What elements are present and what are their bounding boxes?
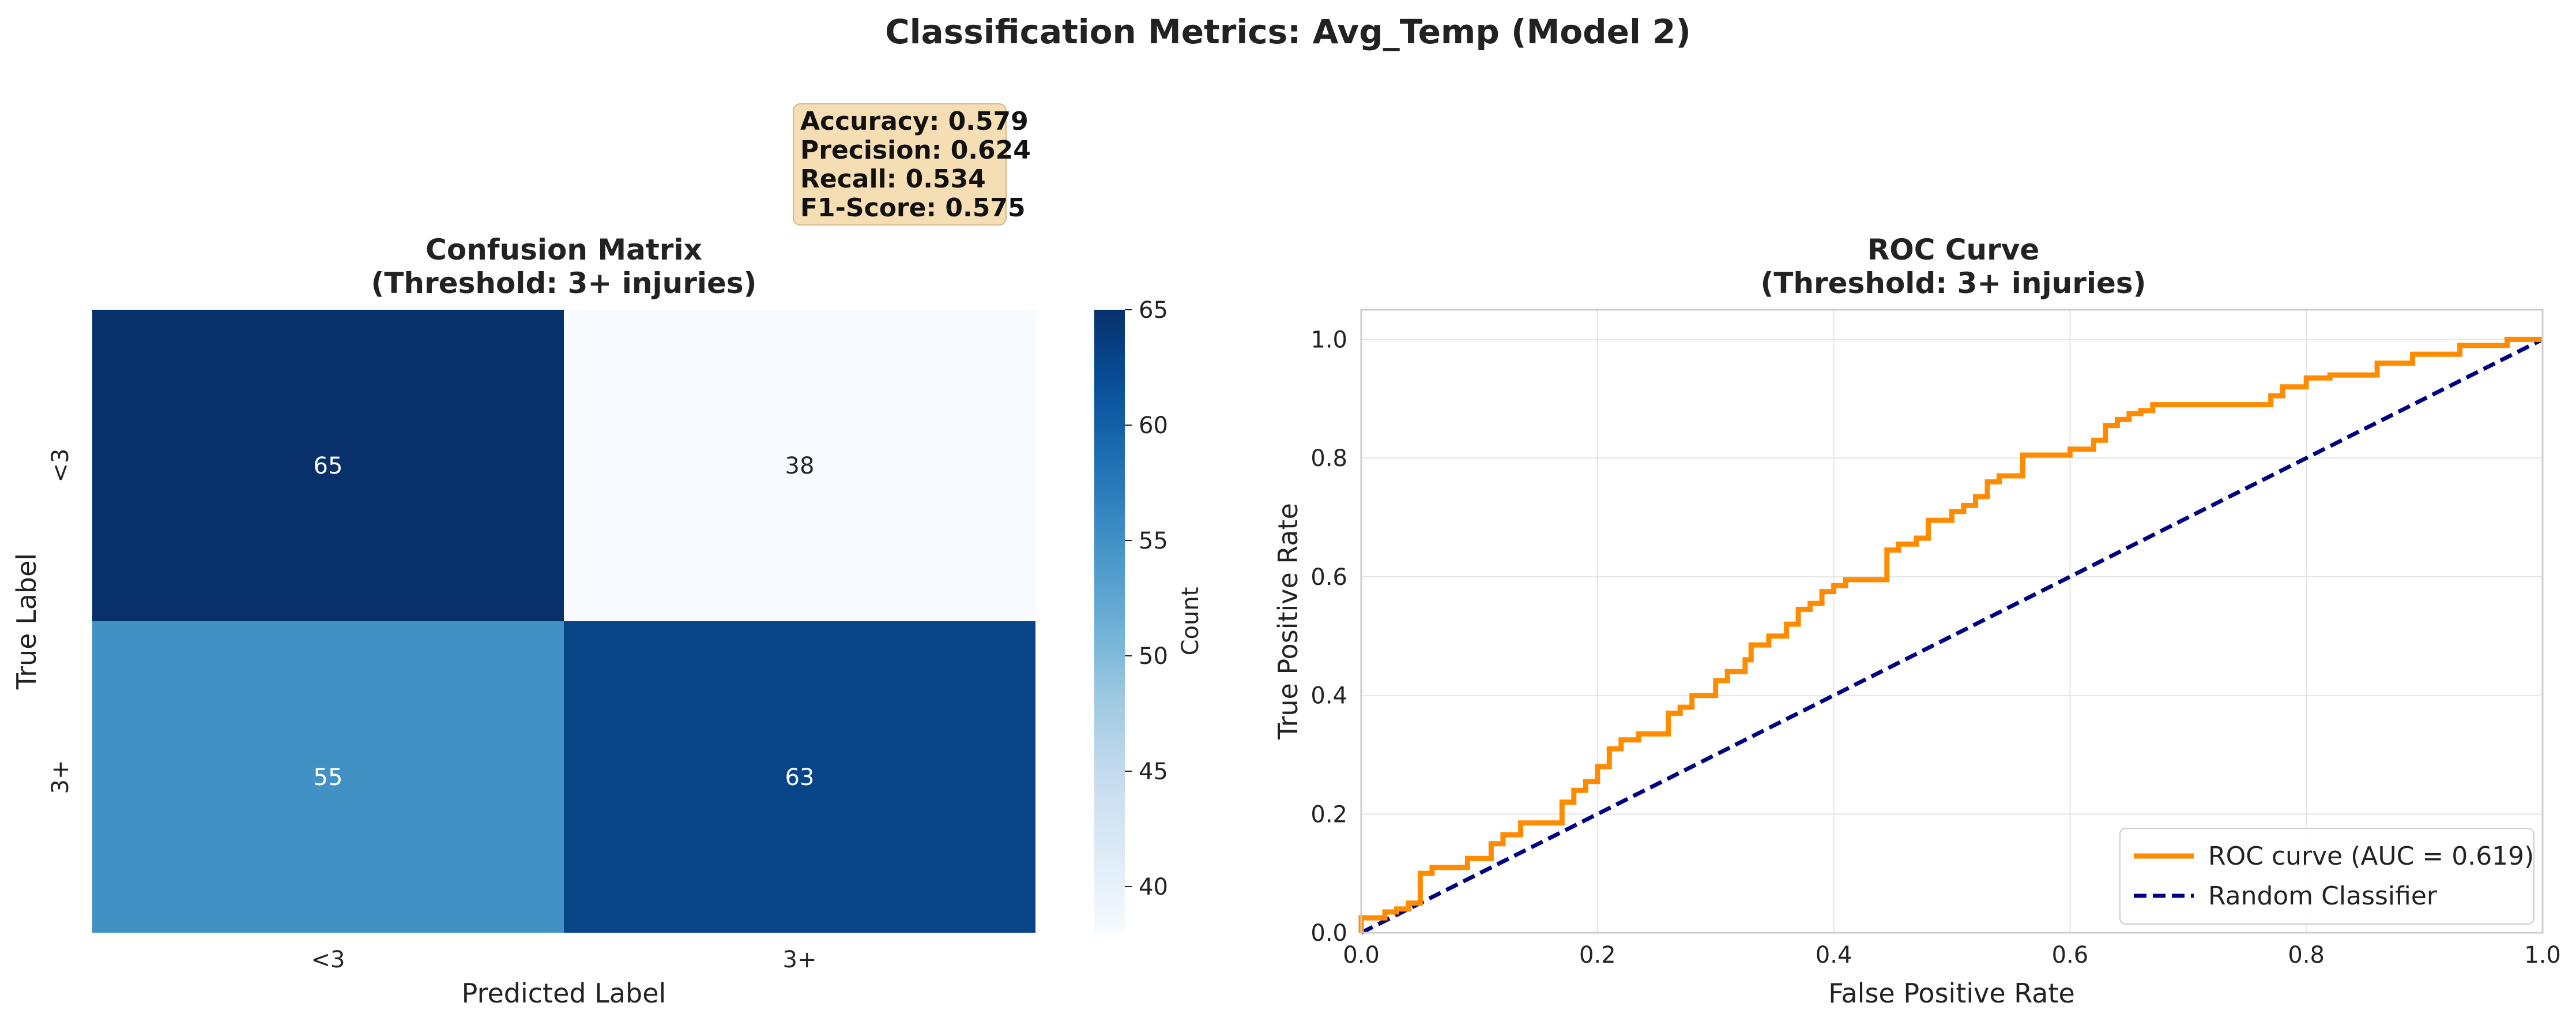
roc-title-line1: ROC Curve xyxy=(1867,233,2040,266)
heatmap-cell xyxy=(564,621,1035,933)
heatmap-cells xyxy=(92,310,1035,933)
heatmap-ylabel: True Label xyxy=(11,553,42,690)
metrics-box-background xyxy=(793,103,1007,226)
colorbar-tick-label: 40 xyxy=(1139,874,1168,900)
confusion-matrix-title-line1: Confusion Matrix xyxy=(425,233,702,266)
roc-xtick-label: 0.2 xyxy=(1579,942,1616,968)
heatmap-ytick-lt3: <3 xyxy=(47,449,74,483)
heatmap-ytick-3plus: 3+ xyxy=(47,760,74,794)
heatmap-cell-label: 63 xyxy=(785,764,815,791)
colorbar-tick-label: 60 xyxy=(1139,412,1168,439)
roc-ylabel: True Positive Rate xyxy=(1272,503,1304,740)
roc-ytick-label: 0.6 xyxy=(1310,564,1347,591)
heatmap-cell-label: 38 xyxy=(785,453,815,479)
heatmap-cell xyxy=(92,310,564,621)
heatmap-cell xyxy=(92,621,564,933)
colorbar-tick-label: 65 xyxy=(1139,297,1168,324)
roc-xtick-label: 0.6 xyxy=(2052,942,2089,968)
roc-curve-line xyxy=(1358,336,2543,933)
roc-legend-box xyxy=(2119,828,2534,925)
roc-ytick-label: 0.4 xyxy=(1310,683,1347,709)
legend-label-roc: ROC curve (AUC = 0.619) xyxy=(2208,842,2534,871)
metric-f1: F1-Score: 0.575 xyxy=(800,193,1026,223)
confusion-matrix-panel: Confusion Matrix (Threshold: 3+ injuries… xyxy=(11,233,1204,1009)
heatmap-cell-label: 65 xyxy=(314,453,343,479)
roc-ytick-label: 0.2 xyxy=(1310,801,1347,828)
roc-xtick-label: 0.4 xyxy=(1816,942,1852,968)
metric-precision: Precision: 0.624 xyxy=(800,136,1031,165)
roc-ytick-label: 0.0 xyxy=(1310,920,1347,947)
colorbar-label: Count xyxy=(1177,587,1204,656)
metric-accuracy: Accuracy: 0.579 xyxy=(800,107,1029,136)
heatmap-xtick-lt3: <3 xyxy=(311,947,345,973)
roc-axes-frame xyxy=(1360,309,2544,934)
heatmap-cell-label: 55 xyxy=(314,764,343,791)
colorbar xyxy=(1094,310,1125,933)
roc-legend: ROC curve (AUC = 0.619) Random Classifie… xyxy=(2119,828,2534,925)
roc-series xyxy=(1358,336,2544,935)
metric-recall: Recall: 0.534 xyxy=(800,164,986,194)
colorbar-tick-label: 45 xyxy=(1139,759,1168,785)
roc-xtick-label: 0.0 xyxy=(1343,942,1380,968)
heatmap-cell-labels: 65 38 55 63 xyxy=(314,453,815,791)
roc-title-line2: (Threshold: 3+ injuries) xyxy=(1760,266,2146,300)
colorbar-tick-label: 55 xyxy=(1139,528,1168,554)
heatmap-xlabel: Predicted Label xyxy=(462,978,666,1009)
roc-xtick-label: 1.0 xyxy=(2524,942,2561,968)
random-classifier-line xyxy=(1360,337,2544,935)
confusion-matrix-title-line2: (Threshold: 3+ injuries) xyxy=(371,266,756,300)
heatmap-cell xyxy=(564,310,1035,621)
roc-panel: ROC Curve (Threshold: 3+ injuries) 0.0 0.… xyxy=(1272,233,2561,1009)
roc-xtick-label: 0.8 xyxy=(2288,942,2325,968)
legend-label-random: Random Classifier xyxy=(2208,881,2438,911)
roc-xlabel: False Positive Rate xyxy=(1828,978,2075,1009)
metrics-box: Accuracy: 0.579 Precision: 0.624 Recall:… xyxy=(793,103,1031,226)
colorbar-tick-label: 50 xyxy=(1139,643,1168,670)
roc-tick-labels: 0.0 0.2 0.4 0.6 0.8 1.0 0.0 0.2 0.4 0.6 0.8 1.0 xyxy=(1310,326,2560,968)
figure-title: Classification Metrics: Avg_Temp (Model … xyxy=(885,12,1691,51)
roc-ytick-label: 1.0 xyxy=(1310,326,1347,353)
roc-ytick-label: 0.8 xyxy=(1310,445,1347,472)
heatmap-xtick-3plus: 3+ xyxy=(783,947,817,973)
colorbar-ticks: 40 45 50 55 60 65 xyxy=(1125,297,1168,900)
